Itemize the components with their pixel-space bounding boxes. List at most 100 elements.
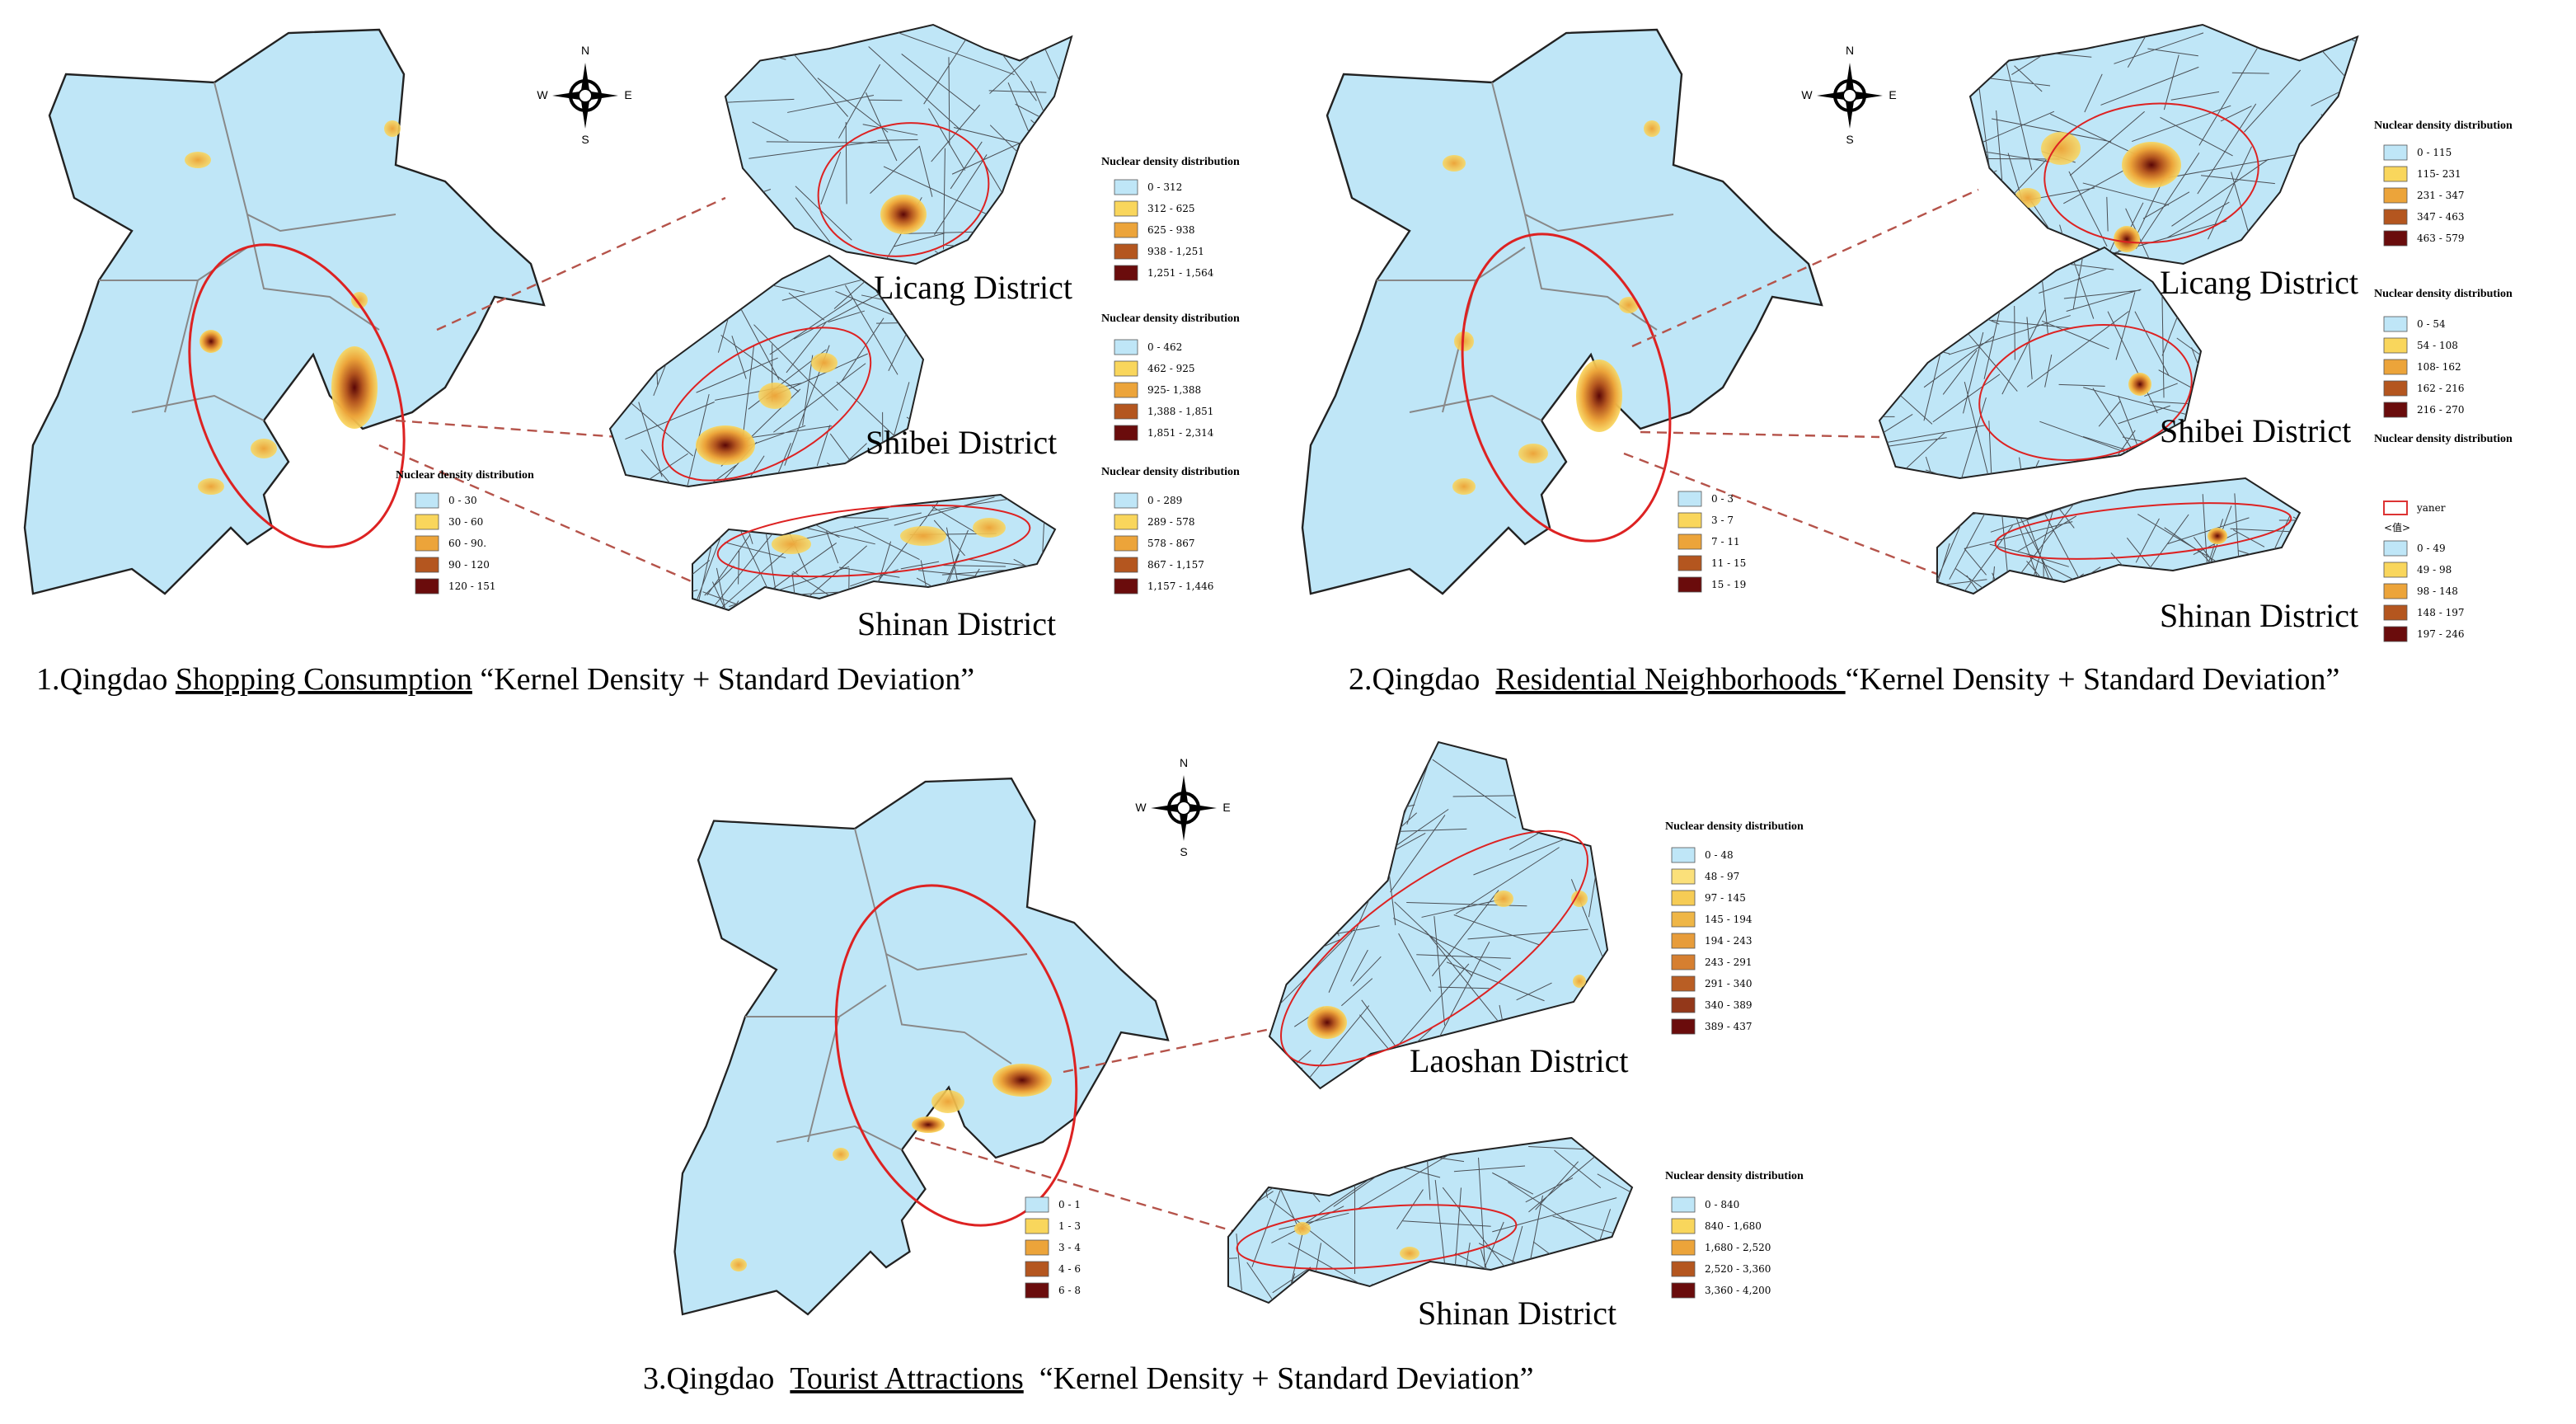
district-name: Shibei District [866,424,1057,461]
density-hotspot [772,534,811,554]
density-hotspot [2114,226,2140,252]
density-hotspot [973,518,1006,538]
legend-label: 120 - 151 [448,580,496,592]
density-hotspot [251,439,277,458]
legend-label: 243 - 291 [1705,956,1753,968]
density-hotspot [912,1116,945,1133]
legend-swatch [415,578,439,595]
compass: N S W E [1135,756,1230,858]
density-hotspot [1644,120,1660,137]
district-map [1968,23,2359,266]
legend-label: 625 - 938 [1147,224,1195,236]
deviation-ellipse [2043,102,2259,244]
legend-label: 0 - 54 [2417,318,2446,330]
compass-center [1176,801,1191,815]
legend-label: 11 - 15 [1711,557,1746,569]
district-border [745,828,1028,1151]
city-outline [23,28,546,595]
density-hotspot [2208,528,2227,544]
legend-title: Nuclear density distribution [1101,313,1240,325]
district-name: Licang District [874,269,1072,306]
district-name: Shinan District [2160,597,2358,634]
district-outline [608,254,925,488]
district-outline [1878,246,2203,480]
leader-line [1063,1021,1303,1074]
legend-label: 0 - 312 [1147,181,1182,193]
compass-letter: S [1180,845,1187,858]
legend-label: 463 - 579 [2417,233,2465,244]
legend-label: 49 - 98 [2417,564,2452,576]
legend-label: 231 - 347 [2417,190,2465,201]
legend-label: 194 - 243 [1705,935,1753,947]
caption-suffix: “Kernel Density + Standard Deviation” [1024,1361,1534,1396]
legend-title: Nuclear density distribution [1101,156,1240,168]
legend-swatch [1114,222,1138,238]
caption: 2.Qingdao Residential Neighborhoods “Ker… [1349,662,2339,697]
density-hotspot [1452,478,1476,495]
compass-letter: N [1846,44,1854,57]
deviation-ellipse [817,122,990,257]
legend-swatch [1025,1239,1049,1256]
legend-title: Nuclear density distribution [2374,120,2513,132]
deviation-ellipse [188,243,406,548]
legend-swatch [1677,533,1702,550]
compass-letter: E [1222,801,1230,814]
caption-suffix: “Kernel Density + Standard Deviation” [1846,662,2340,697]
legend-label: 3 - 4 [1058,1242,1081,1253]
district-map [608,254,925,488]
legend-swatch [1671,1196,1696,1213]
legend-label: 340 - 389 [1705,999,1753,1011]
density-hotspot [1294,1222,1311,1235]
density-hotspot [1518,444,1548,463]
legend-swatch [1671,1218,1696,1234]
legend-label: 1,388 - 1,851 [1147,406,1213,417]
density-hotspot [1571,891,1588,907]
compass-letter: N [1180,756,1188,769]
legend-label: 1 - 3 [1058,1220,1081,1232]
legend-swatch [1671,847,1696,863]
legend-label: 925- 1,388 [1147,384,1201,396]
density-hotspot [199,330,223,353]
legend-swatch [415,514,439,530]
density-hotspot [696,425,755,465]
district-name: Shinan District [1418,1295,1616,1332]
legend-swatch [1671,868,1696,885]
legend-label: 54 - 108 [2417,340,2458,351]
caption-suffix: “Kernel Density + Standard Deviation” [472,662,974,697]
compass-letter: W [1135,801,1147,814]
legend-label: 0 - 1 [1058,1199,1081,1210]
legend-label: 97 - 145 [1705,892,1746,904]
legend-swatch [2383,380,2408,397]
legend-label: 312 - 625 [1147,203,1195,214]
leader-line [1623,452,1946,579]
compass-letter: W [1801,88,1813,101]
leader-line [395,419,619,439]
legend-swatch [2383,540,2408,557]
legend-label: 216 - 270 [2417,404,2465,416]
density-hotspot [1454,331,1474,351]
density-hotspot [931,1090,964,1113]
legend-label: <值> [2384,521,2410,533]
legend-swatch [1114,514,1138,530]
legend-swatch [1114,360,1138,377]
legend-label: 0 - 48 [1705,849,1734,861]
legend-swatch [2383,209,2408,225]
compass-letter: E [624,88,631,101]
legend-swatch [2383,626,2408,642]
density-hotspot [1494,891,1513,907]
caption: 3.Qingdao Tourist Attractions “Kernel De… [643,1361,1533,1396]
legend-label: 0 - 840 [1705,1199,1739,1210]
legend-swatch [1025,1261,1049,1277]
legend-swatch [1677,576,1702,593]
legend-label: 145 - 194 [1705,914,1753,925]
legend-label: 1,680 - 2,520 [1705,1242,1771,1253]
legend-title: Nuclear density distribution [1101,466,1240,478]
legend-swatch [2383,337,2408,354]
district-map [1268,740,1609,1090]
density-hotspot [185,152,211,168]
road-network [692,496,1055,610]
legend-title: Nuclear density distribution [1665,820,1804,833]
legend-swatch [1114,179,1138,195]
density-hotspot [1443,155,1466,172]
